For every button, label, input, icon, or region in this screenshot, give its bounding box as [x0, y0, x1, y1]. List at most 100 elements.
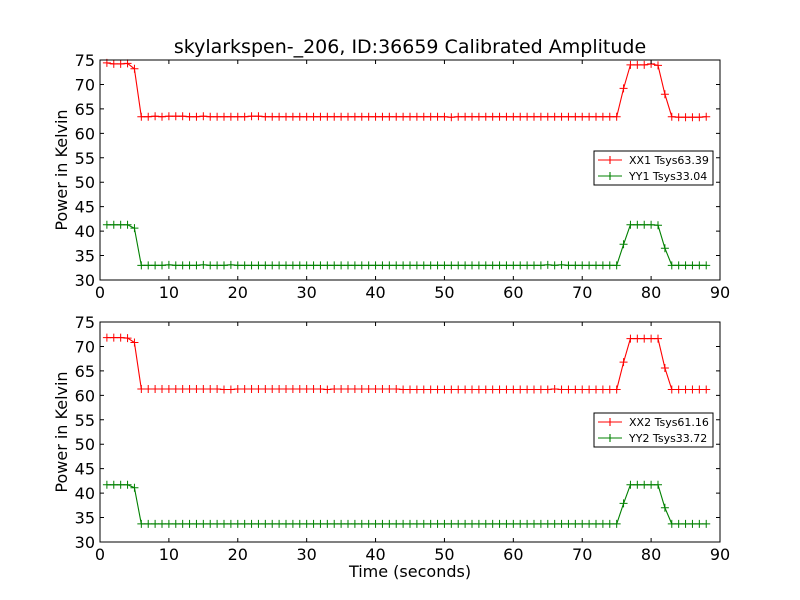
- data-point: [585, 519, 594, 528]
- data-point: [268, 384, 277, 393]
- data-point: [192, 384, 201, 393]
- data-point: [199, 519, 208, 528]
- legend-label: YY1 Tsys33.04: [628, 170, 707, 183]
- y-tick-label: 40: [75, 222, 95, 241]
- data-point: [440, 261, 449, 270]
- data-point: [571, 112, 580, 121]
- x-tick-label: 30: [296, 283, 316, 302]
- data-point: [481, 112, 490, 121]
- data-point: [550, 112, 559, 121]
- data-point: [254, 519, 263, 528]
- data-point: [447, 519, 456, 528]
- data-point: [254, 384, 263, 393]
- y-tick-label: 70: [75, 337, 95, 356]
- data-point: [378, 384, 387, 393]
- data-point: [371, 112, 380, 121]
- data-point: [626, 60, 635, 69]
- data-point: [509, 112, 518, 121]
- data-point: [330, 261, 339, 270]
- data-point: [550, 261, 559, 270]
- x-axis-label: Time (seconds): [348, 562, 471, 581]
- y-tick-label: 75: [75, 51, 95, 70]
- chart-title: skylarkspen-_206, ID:36659 Calibrated Am…: [174, 36, 646, 58]
- data-point: [302, 261, 311, 270]
- data-point: [151, 519, 160, 528]
- data-point: [268, 519, 277, 528]
- data-point: [667, 385, 676, 394]
- data-point: [688, 113, 697, 122]
- x-tick-label: 80: [641, 283, 661, 302]
- data-point: [626, 480, 635, 489]
- data-point: [158, 261, 166, 270]
- legend-swatch: [598, 172, 622, 180]
- data-point: [385, 519, 394, 528]
- data-point: [240, 112, 249, 121]
- legend: XX2 Tsys61.16 YY2 Tsys33.72: [593, 412, 714, 448]
- data-point: [406, 261, 414, 270]
- data-point: [226, 260, 235, 269]
- data-point: [316, 261, 325, 270]
- data-point: [357, 519, 366, 528]
- y-tick-label: 65: [75, 362, 95, 381]
- data-point: [323, 261, 332, 270]
- data-point: [433, 385, 442, 394]
- data-point: [454, 519, 463, 528]
- data-point: [309, 384, 318, 393]
- data-point: [268, 261, 277, 270]
- data-point: [612, 261, 621, 270]
- data-point: [385, 261, 394, 270]
- data-point: [123, 480, 132, 489]
- data-point: [612, 385, 621, 394]
- series-markers-2: [102, 220, 711, 270]
- data-point: [523, 519, 532, 528]
- data-point: [130, 483, 139, 492]
- data-point: [323, 112, 332, 121]
- data-point: [598, 261, 607, 270]
- data-point: [261, 519, 270, 528]
- legend-label: YY2 Tsys33.72: [628, 432, 707, 445]
- data-point: [261, 112, 270, 121]
- data-point: [502, 385, 511, 394]
- data-point: [660, 90, 669, 99]
- data-point: [660, 503, 669, 512]
- data-point: [495, 519, 504, 528]
- data-point: [116, 220, 125, 229]
- data-point: [502, 261, 511, 270]
- data-point: [213, 112, 222, 121]
- data-point: [302, 384, 311, 393]
- x-tick-label: 40: [365, 545, 385, 564]
- data-point: [323, 519, 332, 528]
- data-point: [247, 384, 256, 393]
- data-point: [474, 261, 483, 270]
- data-point: [605, 261, 614, 270]
- data-point: [240, 519, 249, 528]
- data-point: [702, 519, 711, 528]
- data-point: [337, 112, 346, 121]
- legend-label: XX2 Tsys61.16: [629, 416, 709, 429]
- data-point: [330, 519, 339, 528]
- data-point: [647, 220, 656, 229]
- data-point: [261, 261, 270, 270]
- data-point: [536, 519, 545, 528]
- data-point: [254, 261, 263, 270]
- data-point: [309, 261, 318, 270]
- data-point: [536, 261, 545, 270]
- data-point: [543, 112, 552, 121]
- data-point: [674, 113, 683, 122]
- data-point: [530, 112, 538, 121]
- data-point: [399, 261, 408, 270]
- data-point: [116, 480, 125, 489]
- bottom-panel: 0 10 20 30 40 50 60 70 80 90 30 35 40 45 50 55 60 65 70 75 P…: [52, 313, 730, 581]
- data-point: [392, 112, 401, 121]
- data-point: [619, 499, 628, 508]
- data-point: [654, 480, 662, 489]
- data-point: [357, 261, 366, 270]
- y-tick-label: 55: [75, 149, 95, 168]
- y-axis-label: Power in Kelvin: [52, 109, 71, 230]
- data-point: [192, 519, 201, 528]
- y-tick-label: 50: [75, 435, 95, 454]
- data-point: [536, 385, 545, 394]
- y-tick-label: 70: [75, 75, 95, 94]
- data-point: [702, 261, 711, 270]
- data-point: [695, 519, 704, 528]
